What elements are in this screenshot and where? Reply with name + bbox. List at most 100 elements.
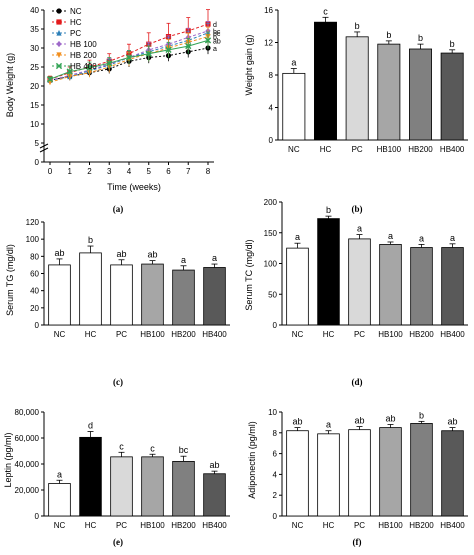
x-tick-label: 8: [206, 167, 211, 176]
bar-hc: [79, 252, 102, 326]
significance-letter: a: [291, 58, 296, 68]
x-tick-label: HB100: [140, 521, 165, 530]
x-tick-label: 5: [147, 167, 152, 176]
x-tick-label: HB100: [378, 330, 403, 339]
x-tick-label: PC: [116, 330, 127, 339]
y-tick-label: 60,000: [15, 434, 40, 443]
significance-letter: ab: [292, 417, 302, 427]
y-tick-label: 30: [30, 44, 39, 53]
panel-f-caption: (f): [353, 537, 362, 547]
legend-label: HB 400: [70, 62, 97, 71]
legend-item-pc: PC: [52, 29, 81, 38]
y-tick-label: 120: [26, 218, 40, 227]
legend-marker: [56, 19, 62, 25]
legend-item-nc: NC: [52, 7, 82, 16]
legend-label: HC: [70, 18, 82, 27]
x-tick-label: 0: [48, 167, 53, 176]
significance-letter: bc: [213, 29, 221, 36]
x-tick-label: HC: [85, 330, 97, 339]
x-tick-label: 3: [107, 167, 112, 176]
bar-pc: [110, 264, 133, 326]
x-tick-label: HB100: [377, 145, 402, 154]
panel-e-ylabel: Leptin (pg/ml): [3, 432, 13, 487]
panel-b: 0 4 8 12 16 a NC c HC b PC b HB100 b HB200 b HB400 Weigh…: [244, 6, 468, 214]
x-tick-label: HB400: [440, 330, 465, 339]
x-tick-label: HB400: [440, 145, 465, 154]
y-tick-label: 35: [30, 25, 39, 34]
significance-letter: b: [386, 30, 391, 40]
bar-hb100: [379, 244, 402, 326]
x-tick-label: HB200: [409, 521, 434, 530]
y-tick-label: 200: [264, 198, 278, 207]
y-tick-label: 5: [35, 139, 40, 148]
bar-hb200: [172, 269, 195, 326]
x-tick-label: PC: [354, 330, 365, 339]
panel-e-caption: (e): [113, 537, 123, 547]
bar-hb200: [172, 460, 195, 517]
bar-hb400: [440, 52, 464, 141]
bar-hb100: [377, 43, 401, 141]
panel-b-caption: (b): [352, 204, 363, 214]
legend-item-hb400: HB 400: [52, 62, 97, 71]
x-tick-label: HC: [323, 330, 335, 339]
x-tick-label: PC: [116, 521, 127, 530]
significance-letter: a: [388, 231, 393, 241]
legend-label: NC: [70, 7, 82, 16]
bar-hb100: [141, 456, 164, 517]
data-point: [125, 54, 133, 61]
y-tick-label: 100: [264, 260, 278, 269]
legend-marker: [56, 29, 62, 36]
x-tick-label: HB200: [409, 330, 434, 339]
data-point: [185, 42, 192, 50]
bar-nc: [286, 430, 309, 517]
x-tick-label: 2: [87, 167, 92, 176]
y-tick-label: 100: [26, 235, 40, 244]
bar-pc: [348, 238, 371, 326]
panel-a-xlabel: Time (weeks): [107, 182, 161, 192]
y-tick-label: 8: [273, 429, 278, 438]
significance-letter: ab: [209, 460, 219, 470]
bar-nc: [282, 72, 306, 141]
bar-nc: [48, 264, 71, 326]
x-tick-label: NC: [292, 521, 304, 530]
significance-letter: ab: [147, 250, 157, 260]
data-point: [204, 37, 212, 44]
x-tick-label: 4: [127, 167, 132, 176]
x-tick-label: HB400: [440, 521, 465, 530]
y-tick-label: 20: [30, 82, 39, 91]
y-tick-label: 40: [30, 6, 39, 15]
significance-letter: a: [357, 224, 362, 234]
significance-letter: a: [419, 233, 424, 243]
series-hb400: ab: [46, 31, 221, 83]
bar-pc: [345, 36, 369, 141]
significance-letter: d: [213, 22, 217, 29]
y-tick-label: 0: [269, 136, 274, 145]
x-tick-label: NC: [54, 521, 66, 530]
legend-item-hc: HC: [52, 18, 82, 27]
y-tick-label: 150: [264, 229, 278, 238]
y-tick-label: 25: [30, 63, 39, 72]
bar-hb400: [203, 473, 226, 517]
x-tick-label: HB200: [408, 145, 433, 154]
legend-label: PC: [70, 29, 81, 38]
x-tick-label: HB400: [202, 521, 227, 530]
y-tick-label: 4: [273, 470, 278, 479]
y-tick-label: 40: [30, 287, 39, 296]
x-tick-label: HC: [320, 145, 332, 154]
x-tick-label: NC: [292, 330, 304, 339]
significance-letter: b: [355, 21, 360, 31]
significance-letter: ab: [447, 417, 457, 427]
significance-letter: ab: [54, 248, 64, 258]
significance-letter: ab: [385, 413, 395, 423]
x-tick-label: 7: [186, 167, 191, 176]
bar-hb100: [141, 263, 164, 326]
legend-marker: [55, 62, 63, 70]
bar-pc: [348, 429, 371, 517]
legend-marker: [56, 52, 62, 59]
legend-item-hb200: HB 200: [52, 51, 97, 60]
bar-hb100: [379, 427, 402, 517]
panel-c: 0 20 40 60 80 100 120 ab NC b HC ab PC ab HB100 a HB200 a…: [5, 218, 230, 387]
significance-letter: bc: [179, 445, 189, 455]
y-tick-label: 0: [35, 321, 40, 330]
data-point: [66, 68, 73, 75]
